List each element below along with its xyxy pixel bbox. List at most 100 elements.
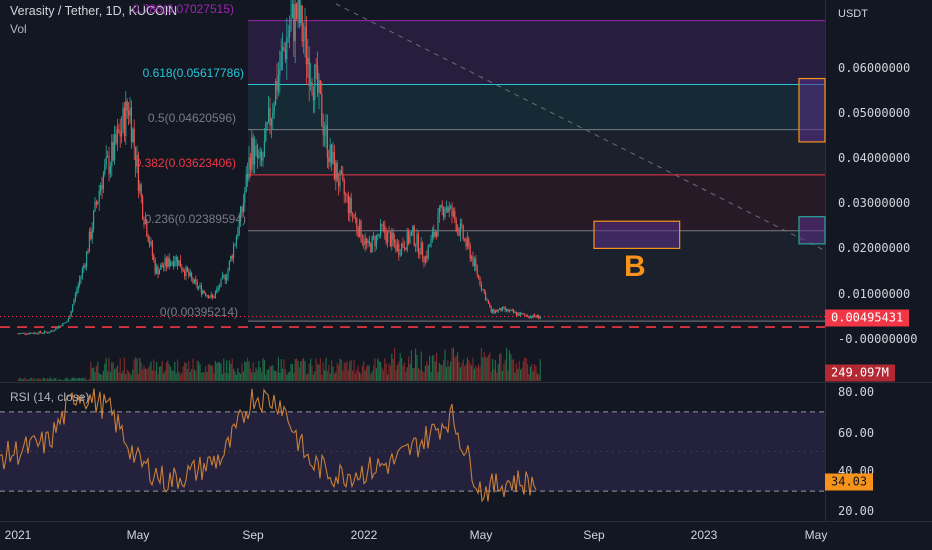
- price-candle: [237, 234, 239, 237]
- price-candle: [235, 236, 237, 245]
- volume-bar: [289, 371, 291, 381]
- price-candle: [469, 245, 471, 259]
- volume-bar: [396, 365, 398, 381]
- volume-bar: [149, 365, 151, 381]
- price-candle: [259, 151, 261, 157]
- volume-bar: [237, 367, 239, 381]
- volume-bar: [46, 378, 48, 381]
- price-candle: [380, 223, 382, 235]
- price-candle: [126, 101, 128, 111]
- volume-bar: [88, 379, 90, 381]
- volume-bar: [496, 372, 498, 381]
- volume-bar: [515, 363, 517, 381]
- volume-bar: [177, 359, 179, 381]
- volume-bar: [241, 363, 243, 381]
- fib-label-0786: 0.786(0.07027515): [132, 2, 234, 16]
- price-candle: [328, 157, 330, 163]
- volume-bar: [20, 377, 22, 381]
- price-candle: [408, 231, 410, 244]
- annotation-box-b: [593, 220, 681, 250]
- volume-bar: [156, 361, 158, 381]
- volume-bar: [332, 366, 334, 381]
- price-candle: [280, 51, 282, 70]
- volume-bar: [242, 371, 244, 381]
- price-candle: [102, 173, 104, 189]
- price-candle: [367, 240, 369, 244]
- volume-bar: [72, 377, 74, 381]
- volume-bar: [244, 361, 246, 381]
- price-candle: [165, 258, 167, 267]
- volume-bar: [163, 373, 165, 381]
- price-candle: [69, 316, 71, 319]
- volume-bar: [32, 379, 34, 381]
- volume-bar: [377, 358, 379, 381]
- price-candle: [301, 5, 303, 42]
- volume-bar: [73, 377, 75, 381]
- volume-bar: [52, 379, 54, 381]
- price-candle: [214, 292, 216, 298]
- volume-bar: [56, 380, 58, 381]
- price-candle: [333, 152, 335, 180]
- volume-bar: [179, 374, 181, 381]
- volume-bar: [536, 373, 538, 381]
- volume-bar: [198, 361, 200, 381]
- price-candle: [231, 255, 233, 259]
- price-candle: [296, 3, 298, 19]
- volume-bar: [142, 369, 144, 381]
- price-candle: [335, 162, 337, 180]
- time-tick: 2021: [4, 528, 32, 542]
- price-candle: [287, 36, 289, 38]
- price-candle: [371, 236, 373, 252]
- volume-bar: [303, 358, 305, 381]
- price-candle: [382, 225, 384, 227]
- volume-bar: [126, 369, 128, 381]
- volume-bar: [251, 372, 253, 381]
- volume-bar: [172, 370, 174, 381]
- price-candle: [508, 310, 510, 312]
- price-candle: [198, 286, 200, 288]
- volume-bar: [319, 358, 321, 381]
- volume-bar: [387, 374, 389, 381]
- price-candle: [511, 310, 513, 311]
- volume-bar: [65, 378, 67, 381]
- price-tick: 0.04000000: [838, 151, 911, 165]
- price-candle: [101, 185, 103, 189]
- volume-bar: [382, 370, 384, 381]
- volume-bar: [62, 380, 64, 381]
- price-candle: [347, 195, 349, 214]
- volume-bar: [417, 367, 419, 381]
- volume-bar: [472, 357, 474, 381]
- volume-bar: [478, 363, 480, 381]
- volume-bar: [93, 367, 95, 381]
- volume-bar: [245, 361, 247, 381]
- time-tick: 2022: [350, 528, 378, 542]
- volume-bar: [51, 378, 53, 381]
- volume-bar: [151, 370, 153, 381]
- price-candle: [115, 133, 117, 144]
- volume-bar: [212, 365, 214, 381]
- volume-bar: [216, 363, 218, 381]
- volume-bar: [338, 364, 340, 381]
- price-candle: [105, 156, 107, 165]
- volume-bar: [349, 361, 351, 381]
- price-candle: [303, 40, 305, 42]
- volume-bar: [466, 357, 468, 381]
- volume-bar: [304, 361, 306, 381]
- price-candle: [494, 310, 496, 314]
- volume-bar: [63, 379, 65, 381]
- price-candle: [23, 332, 25, 334]
- price-candle: [153, 255, 155, 260]
- volume-bar: [91, 367, 93, 381]
- price-candle: [279, 69, 281, 76]
- price-candle: [311, 81, 313, 93]
- price-candle: [123, 107, 125, 137]
- volume-bar: [214, 360, 216, 381]
- price-candle: [108, 156, 110, 174]
- volume-bar: [366, 366, 368, 381]
- volume-bar: [37, 378, 39, 381]
- volume-bar: [312, 374, 314, 381]
- volume-bar: [423, 372, 425, 381]
- volume-bar: [409, 363, 411, 381]
- volume-indicator-label: Vol: [10, 22, 27, 36]
